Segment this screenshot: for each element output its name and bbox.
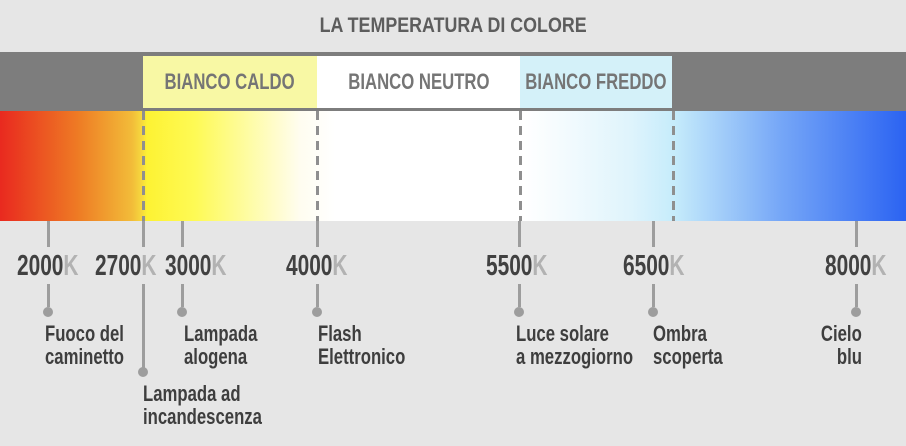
temp-value-6500k: 6500 <box>623 250 670 282</box>
zone-bianco-caldo: BIANCO CALDO <box>143 56 317 108</box>
dot-2700k <box>138 367 148 377</box>
desc-8000k: Cielo blu <box>808 322 862 368</box>
zone-bianco-caldo-label: BIANCO CALDO <box>164 69 296 94</box>
temp-unit-4000k: K <box>332 250 348 282</box>
temp-label-2000k: 2000K <box>0 251 108 281</box>
desc-3000k-line1: Lampada <box>184 321 258 346</box>
temp-label-5500k: 5500K <box>457 251 577 281</box>
desc-2700k: Lampada ad incandescenza <box>143 382 300 428</box>
tick-2700k <box>142 221 145 247</box>
desc-3000k-line2: alogena <box>184 344 248 369</box>
dot-6500k <box>648 307 658 317</box>
desc-5500k-line2: a mezzogiorno <box>516 344 634 369</box>
temp-label-6500k: 6500K <box>594 251 714 281</box>
desc-5500k-line1: Luce solare <box>516 321 609 346</box>
desc-2700k-line2: incandescenza <box>143 404 262 429</box>
tick-2000k <box>47 221 50 247</box>
drop-line-8000k <box>855 284 858 307</box>
zone-bianco-neutro-label: BIANCO NEUTRO <box>347 69 490 94</box>
temp-value-4000k: 4000 <box>286 250 333 282</box>
desc-4000k-line2: Elettronico <box>318 344 406 369</box>
zone-boundary-dash-6500k <box>672 111 675 221</box>
temp-label-8000k: 8000K <box>796 251 906 281</box>
temp-value-2700k: 2700 <box>95 250 142 282</box>
zone-bianco-neutro: BIANCO NEUTRO <box>317 56 520 108</box>
desc-2000k-line1: Fuoco del <box>45 321 124 346</box>
desc-8000k-line2: blu <box>836 344 862 369</box>
zone-bianco-freddo: BIANCO FREDDO <box>520 56 672 108</box>
desc-8000k-line1: Cielo <box>821 321 862 346</box>
drop-line-3000k <box>181 284 184 307</box>
drop-line-2700k <box>142 284 145 368</box>
drop-line-4000k <box>316 284 319 307</box>
dot-8000k <box>851 307 861 317</box>
zone-boundary-dash-2700k <box>142 111 145 221</box>
temp-label-2700k: 2700K <box>66 251 186 281</box>
temp-unit-3000k: K <box>211 250 227 282</box>
temp-value-3000k: 3000 <box>165 250 212 282</box>
desc-4000k-line1: Flash <box>318 321 362 346</box>
tick-5500k <box>518 221 521 247</box>
dot-4000k <box>312 307 322 317</box>
tick-8000k <box>855 221 858 247</box>
temp-label-4000k: 4000K <box>257 251 377 281</box>
tick-4000k <box>316 221 319 247</box>
temperature-gradient-bar <box>0 111 906 221</box>
zone-boundary-dash-5500k <box>519 111 522 221</box>
dot-5500k <box>514 307 524 317</box>
temp-unit-6500k: K <box>669 250 685 282</box>
desc-4000k: Flash Elettronico <box>318 322 433 368</box>
page-title: LA TEMPERATURA DI COLORE <box>319 14 587 37</box>
temp-unit-5500k: K <box>532 250 548 282</box>
temp-unit-2000k: K <box>63 250 79 282</box>
temp-unit-8000k: K <box>871 250 887 282</box>
drop-line-5500k <box>518 284 521 307</box>
desc-2700k-line1: Lampada ad <box>143 381 241 406</box>
page-title-row: LA TEMPERATURA DI COLORE <box>0 13 906 39</box>
drop-line-6500k <box>652 284 655 307</box>
desc-3000k: Lampada alogena <box>184 322 281 368</box>
dot-2000k <box>43 307 53 317</box>
tick-6500k <box>652 221 655 247</box>
desc-6500k-line2: scoperta <box>653 344 723 369</box>
temp-unit-2700k: K <box>141 250 157 282</box>
zone-boundary-dash-4000k <box>316 111 319 221</box>
tick-3000k <box>181 221 184 247</box>
temp-value-2000k: 2000 <box>17 250 64 282</box>
desc-2000k: Fuoco del caminetto <box>45 322 149 368</box>
desc-6500k: Ombra scoperta <box>653 322 745 368</box>
temp-label-3000k: 3000K <box>136 251 256 281</box>
desc-5500k: Luce solare a mezzogiorno <box>516 322 670 368</box>
desc-6500k-line1: Ombra <box>653 321 707 346</box>
desc-2000k-line2: caminetto <box>45 344 124 369</box>
temp-value-8000k: 8000 <box>825 250 872 282</box>
drop-line-2000k <box>47 284 50 307</box>
temp-value-5500k: 5500 <box>486 250 533 282</box>
dot-3000k <box>177 307 187 317</box>
zone-bianco-freddo-label: BIANCO FREDDO <box>525 69 667 94</box>
